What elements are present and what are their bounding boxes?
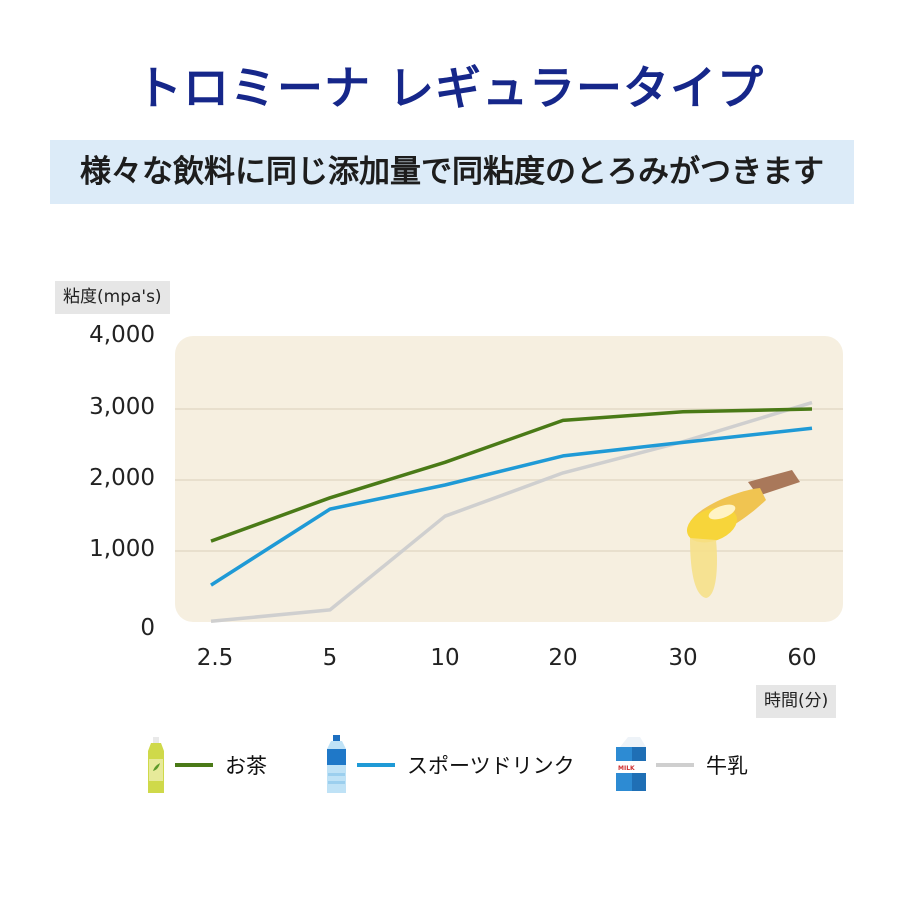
legend-item-tea: お茶 (145, 735, 267, 795)
x-tick: 30 (668, 645, 698, 671)
sports-drink-bottle-icon (327, 735, 346, 793)
y-tick: 1,000 (89, 536, 155, 562)
x-tick: 5 (322, 645, 338, 671)
milk-carton-icon: MILK (616, 737, 646, 791)
legend-item-sports-drink: スポーツドリンク (325, 735, 575, 795)
page-title: トロミーナ レギュラータイプ (135, 61, 764, 115)
legend-label: お茶 (225, 754, 267, 778)
gridlines (175, 408, 843, 552)
y-tick: 4,000 (89, 322, 155, 348)
x-tick: 60 (787, 645, 817, 671)
series-line (210, 400, 813, 624)
series-line (210, 407, 813, 543)
legend-item-milk: MILK 牛乳 (614, 735, 748, 795)
legend-label: 牛乳 (706, 754, 748, 778)
honey-spoon-illustration (686, 470, 800, 598)
tea-bottle-icon (148, 737, 164, 793)
x-tick: 2.5 (196, 645, 234, 671)
legend-line-milk (656, 763, 694, 767)
svg-text:MILK: MILK (618, 765, 635, 772)
x-axis-label: 時間(分) (756, 685, 837, 718)
legend-line-sports-drink (357, 763, 395, 767)
y-tick: 2,000 (89, 465, 155, 491)
x-tick: 20 (548, 645, 578, 671)
x-tick: 10 (430, 645, 460, 671)
legend-label: スポーツドリンク (407, 754, 575, 778)
y-axis-label: 粘度(mpa's) (55, 281, 170, 314)
series-line (210, 426, 813, 587)
subtitle-banner: 様々な飲料に同じ添加量で同粘度のとろみがつきます (50, 140, 854, 204)
y-tick: 0 (140, 615, 155, 641)
legend-line-tea (175, 763, 213, 767)
y-tick: 3,000 (89, 394, 155, 420)
